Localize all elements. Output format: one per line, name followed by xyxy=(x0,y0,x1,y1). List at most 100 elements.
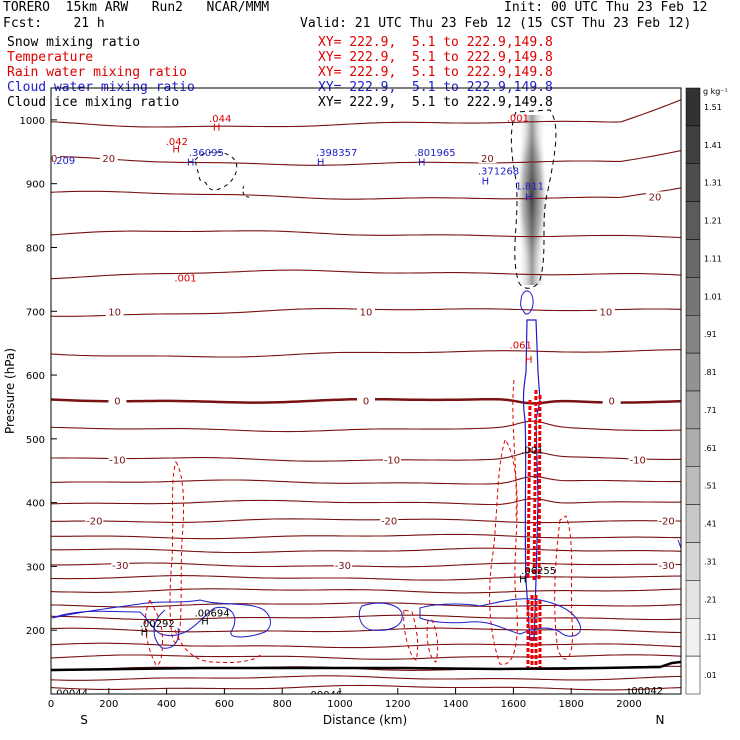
colorbar-swatch-15 xyxy=(685,655,701,695)
field-xy-cloud-ice: XY= 222.9, 5.1 to 222.9,149.8 xyxy=(318,95,553,110)
temp-label-bg-13 xyxy=(357,306,375,317)
y-tick-label-7: 900 xyxy=(26,180,45,191)
temp-label-2: -30 xyxy=(658,561,674,572)
temp-contour-7 xyxy=(51,602,681,608)
colorbar-swatch-3 xyxy=(685,201,701,240)
cloud-water-low-mid xyxy=(358,602,403,631)
y-tick-label-0: 200 xyxy=(26,626,45,637)
temp-contour-14 xyxy=(51,498,681,506)
temp-label-bg-18 xyxy=(51,153,60,164)
field-name-temperature: Temperature xyxy=(7,50,94,65)
rain-contour-column-outer xyxy=(489,439,518,665)
high-marker-0: H xyxy=(141,627,149,638)
model-title: TORERO 15km ARW Run2 NCAR/MMM xyxy=(3,0,270,15)
high-marker-10: H xyxy=(213,122,221,133)
high-marker-8: H xyxy=(525,192,533,203)
field-xy-temperature: XY= 222.9, 5.1 to 222.9,149.8 xyxy=(318,50,553,65)
snow-shading-column xyxy=(518,115,546,285)
temp-contour-23 xyxy=(51,187,681,200)
x-tick-label-4: 800 xyxy=(273,699,292,710)
colorbar-label-13: .21 xyxy=(704,595,717,604)
temp-label-12: 10 xyxy=(108,307,121,318)
colorbar-label-5: 1.01 xyxy=(704,292,722,301)
max-label-2: .00042 xyxy=(628,686,663,697)
colorbar-swatch-6 xyxy=(685,315,701,354)
y-tick-label-8: 1000 xyxy=(20,116,45,127)
x-tick-label-2: 400 xyxy=(157,699,176,710)
temp-label-16: 20 xyxy=(102,154,115,165)
x-tick-label-8: 1600 xyxy=(501,699,526,710)
max-label-7: .061 xyxy=(510,340,532,351)
temp-label-bg-9 xyxy=(108,395,127,406)
y-tick-label-2: 400 xyxy=(26,499,45,510)
field-name-snow: Snow mixing ratio xyxy=(7,35,141,50)
north-label: N xyxy=(656,713,665,727)
axes: 0 200 400 600 800 1000 1200 1400 1600 1800 2000200… xyxy=(20,116,642,710)
temp-label-bg-11 xyxy=(602,395,621,406)
x-tick-label-6: 1200 xyxy=(385,699,410,710)
temp-label-bg-16 xyxy=(99,153,118,164)
init-time: Init: 00 UTC Thu 23 Feb 12 xyxy=(504,0,708,15)
rain-contour-west xyxy=(169,460,185,643)
snow-contour xyxy=(510,109,557,289)
colorbar-label-15: .01 xyxy=(704,671,717,680)
temp-contour-4 xyxy=(51,642,681,649)
temp-label-bg-1 xyxy=(333,560,352,571)
temp-label-10: 0 xyxy=(363,397,369,408)
high-marker-7: H xyxy=(482,176,490,187)
x-tick-label-3: 600 xyxy=(215,699,234,710)
colorbar-swatch-0 xyxy=(685,87,701,127)
x-tick-label-0: 0 xyxy=(48,699,54,710)
x-tick-label-10: 2000 xyxy=(616,699,641,710)
colorbar-swatch-12 xyxy=(685,542,701,581)
temp-contour-9 xyxy=(51,575,681,581)
temp-label-bg-15 xyxy=(645,191,664,202)
temp-contour-24 xyxy=(51,150,681,166)
y-tick-label-5: 700 xyxy=(26,307,45,318)
temp-label-0: -30 xyxy=(112,561,128,572)
max-label-13: .36095 xyxy=(189,148,224,159)
colorbar-label-10: .51 xyxy=(704,482,717,491)
colorbar-label-12: .31 xyxy=(704,557,717,566)
colorbar-label-3: 1.21 xyxy=(704,217,722,226)
temp-contour-12 xyxy=(51,533,681,540)
field-xy-snow: XY= 222.9, 5.1 to 222.9,149.8 xyxy=(318,35,553,50)
temp-contour-1 xyxy=(51,675,681,681)
temp-label-6: -10 xyxy=(109,455,125,466)
max-label-11: .001 xyxy=(507,113,529,124)
high-marker-6: H xyxy=(418,157,426,168)
y-tick-label-4: 600 xyxy=(26,371,45,382)
colorbar-swatch-7 xyxy=(685,352,701,392)
temp-contour-11 xyxy=(51,547,681,554)
temp-label-bg-4 xyxy=(380,515,399,526)
colorbar-swatch-9 xyxy=(685,428,701,467)
colorbar-label-4: 1.11 xyxy=(704,254,722,263)
high-marker-9: H xyxy=(172,145,180,156)
y-axis-label: Pressure (hPa) xyxy=(3,348,17,434)
colorbar: 1.51 1.41 1.31 1.21 1.11 1.01 .91 .81 .71 .61 .51.… xyxy=(685,87,722,695)
temp-contour-22 xyxy=(51,230,681,239)
temp-label-bg-3 xyxy=(85,515,104,526)
temp-contour-17 xyxy=(51,420,681,433)
temp-label-8: -10 xyxy=(629,455,645,466)
colorbar-label-0: 1.51 xyxy=(704,103,722,112)
rain-contour-west-2 xyxy=(144,598,164,666)
temp-contour-15 xyxy=(51,476,681,485)
x-tick-label-5: 1000 xyxy=(327,699,352,710)
max-label-6: .001 xyxy=(521,446,543,457)
temp-label-bg-10 xyxy=(357,395,375,406)
temperature-contours xyxy=(51,99,681,691)
temp-label-14: 10 xyxy=(599,307,612,318)
temp-contour-3 xyxy=(51,654,681,660)
y-tick-label-3: 500 xyxy=(26,435,45,446)
temp-label-1: -30 xyxy=(335,561,351,572)
colorbar-label-7: .81 xyxy=(704,368,717,377)
rain-contour-mid-2 xyxy=(426,619,439,663)
temp-label-bg-8 xyxy=(628,454,647,465)
rain-contour-column-inner xyxy=(512,379,517,521)
colorbar-swatch-4 xyxy=(685,239,701,278)
colorbar-label-8: .71 xyxy=(704,406,717,415)
cloud-water-low-west xyxy=(51,599,271,638)
max-label-16: .371268 xyxy=(478,166,519,177)
